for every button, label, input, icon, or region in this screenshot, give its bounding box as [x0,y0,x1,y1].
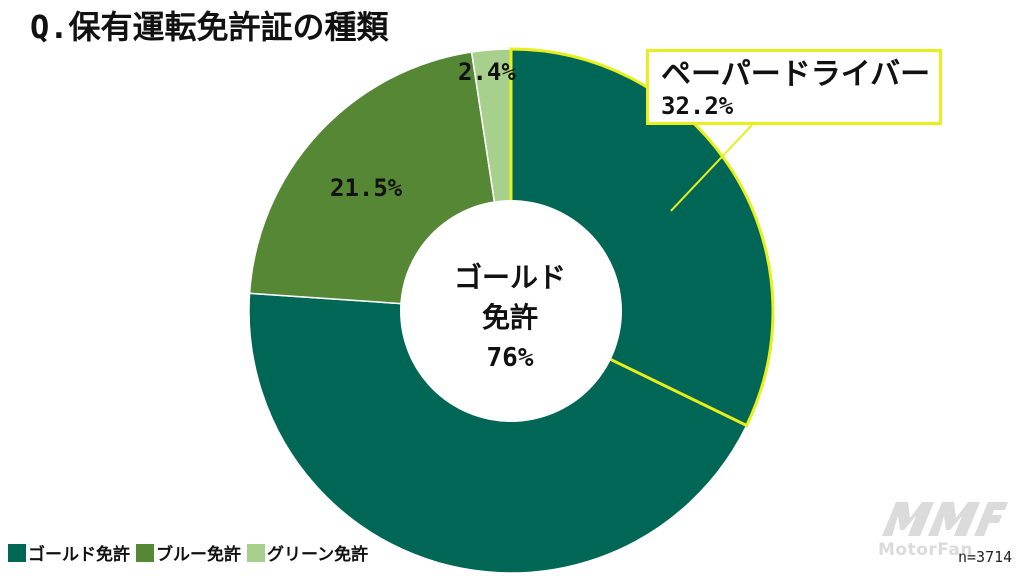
legend-item-green: グリーン免許 [247,540,368,565]
callout-leader-line [670,124,753,212]
paper-driver-callout: ペーパードライバー 32.2% [646,49,942,125]
chart-title: Q.保有運転免許証の種類 [30,8,389,46]
motorfan-logo-icon [882,502,1008,536]
legend-swatch-blue [136,543,154,562]
legend-label-blue: ブルー免許 [156,545,241,565]
center-label-value: 76% [486,343,534,373]
legend-swatch-gold [8,543,26,562]
center-label-line2: 免許 [481,301,538,334]
callout-value: 32.2% [661,92,734,120]
motorfan-watermark: MotorFan [878,496,1010,568]
legend: ゴールド免許 ブルー免許 グリーン免許 [8,540,374,565]
legend-item-gold: ゴールド免許 [8,540,130,565]
callout-label: ペーパードライバー [661,57,931,92]
donut-hole [400,200,622,422]
watermark-text: MotorFan [878,540,973,560]
center-label-line1: ゴールド [453,261,566,294]
data-label-blue: 21.5% [330,174,403,202]
center-label: ゴールド 免許 76% [430,258,590,378]
legend-swatch-green [247,543,265,562]
legend-label-gold: ゴールド免許 [28,545,130,565]
sample-size: n=3714 [958,548,1013,566]
data-label-green: 2.4% [458,58,516,86]
legend-item-blue: ブルー免許 [136,540,241,565]
legend-label-green: グリーン免許 [267,545,369,565]
highlight-slice-paper-driver [509,47,775,428]
